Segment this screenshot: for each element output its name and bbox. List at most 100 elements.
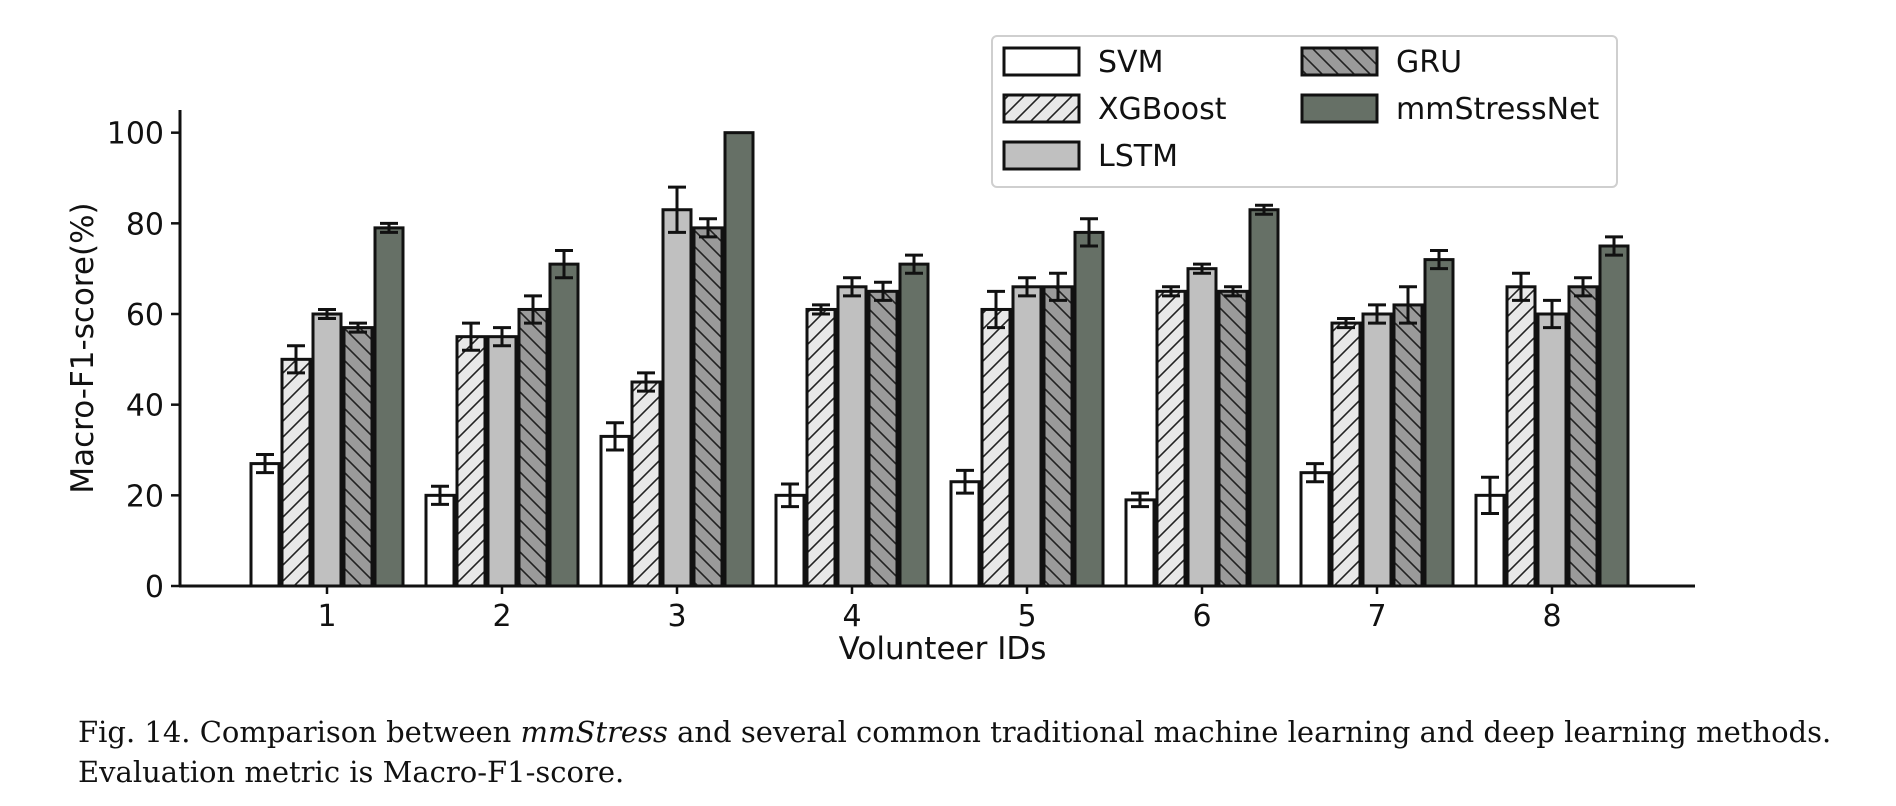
errorbar-xgboost-4 — [812, 303, 830, 316]
bar-gru-2 — [517, 307, 549, 588]
bar-gru-7 — [1392, 303, 1424, 588]
bar-xgboost-8 — [1505, 285, 1537, 588]
x-tick-label-6: 6 — [1192, 599, 1211, 634]
bar-svm-5 — [949, 480, 981, 588]
errorbar-gru-5 — [1049, 271, 1067, 302]
y-tick-label-100: 100 — [107, 117, 164, 152]
bar-mmstressnet-2 — [548, 262, 580, 588]
errorbar-lstm-5 — [1018, 276, 1036, 298]
errorbar-xgboost-8 — [1512, 271, 1530, 302]
bar-lstm-8 — [1536, 312, 1568, 588]
errorbar-lstm-1 — [318, 307, 336, 321]
legend-swatch-svm — [1002, 46, 1081, 77]
legend-item-svm: SVM — [1002, 45, 1163, 80]
errorbar-mmstressnet-7 — [1430, 249, 1448, 271]
bar-xgboost-7 — [1330, 321, 1362, 588]
errorbar-lstm-4 — [843, 276, 861, 298]
x-tick-label-3: 3 — [667, 599, 686, 634]
bar-gru-6 — [1217, 289, 1249, 588]
x-axis-label: Volunteer IDs — [839, 631, 1047, 667]
legend-label-svm: SVM — [1098, 45, 1163, 80]
bar-lstm-4 — [836, 285, 868, 588]
errorbar-mmstressnet-2 — [555, 249, 573, 280]
caption-emphasis: mmStress — [520, 715, 668, 749]
bar-lstm-5 — [1011, 285, 1043, 588]
legend-swatch-mmstressnet — [1300, 93, 1379, 124]
legend-item-mmstressnet: mmStressNet — [1300, 92, 1600, 127]
errorbar-lstm-7 — [1368, 303, 1386, 325]
bar-xgboost-1 — [280, 357, 312, 588]
bar-gru-4 — [867, 289, 899, 588]
caption-prefix: Fig. 14. Comparison between — [78, 715, 521, 749]
errorbar-svm-2 — [431, 484, 449, 506]
bar-lstm-3 — [661, 208, 693, 588]
bar-mmstressnet-6 — [1248, 208, 1280, 588]
errorbar-lstm-2 — [493, 326, 511, 348]
errorbar-xgboost-5 — [987, 289, 1005, 330]
bar-xgboost-2 — [455, 335, 487, 588]
caption-line2: Evaluation metric is Macro-F1-score. — [78, 755, 625, 789]
bar-xgboost-3 — [630, 380, 662, 588]
bar-mmstressnet-4 — [898, 262, 930, 588]
errorbar-svm-4 — [781, 482, 799, 509]
legend-swatch-xgboost — [1002, 93, 1081, 124]
bar-svm-4 — [774, 493, 806, 588]
bar-gru-1 — [342, 326, 374, 588]
legend-item-gru: GRU — [1300, 45, 1462, 80]
legend: SVM XGBoost LSTM GRU mmStressNet — [991, 35, 1618, 188]
x-tick-label-5: 5 — [1017, 599, 1036, 634]
errorbar-mmstressnet-6 — [1255, 203, 1273, 216]
errorbar-svm-7 — [1306, 462, 1324, 484]
x-tick-label-8: 8 — [1542, 599, 1561, 634]
errorbar-mmstressnet-8 — [1605, 235, 1623, 257]
bar-svm-7 — [1299, 471, 1331, 588]
errorbar-xgboost-1 — [287, 344, 305, 375]
y-tick-label-20: 20 — [126, 479, 164, 514]
legend-label-gru: GRU — [1396, 45, 1462, 80]
errorbar-gru-7 — [1399, 285, 1417, 325]
errorbar-mmstressnet-4 — [905, 253, 923, 275]
legend-swatch-lstm — [1002, 140, 1081, 171]
bar-lstm-1 — [311, 312, 343, 588]
y-axis-label: Macro-F1-score(%) — [65, 202, 101, 493]
bar-svm-1 — [249, 462, 281, 588]
x-tick-label-2: 2 — [492, 599, 511, 634]
bar-mmstressnet-8 — [1598, 244, 1630, 588]
errorbar-gru-1 — [349, 321, 367, 334]
legend-label-lstm: LSTM — [1098, 139, 1178, 174]
bar-xgboost-4 — [805, 307, 837, 588]
bar-mmstressnet-1 — [373, 226, 405, 588]
figure-caption: Fig. 14. Comparison between mmStress and… — [78, 712, 1878, 792]
errorbar-gru-3 — [699, 217, 717, 239]
bar-xgboost-6 — [1155, 289, 1187, 588]
bar-gru-3 — [692, 226, 724, 588]
bar-mmstressnet-3 — [723, 131, 755, 588]
errorbar-gru-6 — [1224, 285, 1242, 298]
bar-svm-6 — [1124, 498, 1156, 588]
legend-label-xgboost: XGBoost — [1098, 92, 1227, 127]
errorbar-svm-1 — [256, 453, 274, 475]
legend-item-lstm: LSTM — [1002, 139, 1178, 174]
bar-lstm-7 — [1361, 312, 1393, 588]
errorbar-svm-3 — [606, 421, 624, 452]
y-tick-label-0: 0 — [145, 570, 164, 605]
errorbar-lstm-6 — [1193, 262, 1211, 275]
plot-area — [249, 131, 1630, 588]
errorbar-gru-2 — [524, 294, 542, 325]
x-tick-label-1: 1 — [317, 599, 336, 634]
errorbar-xgboost-6 — [1162, 285, 1180, 298]
errorbar-svm-6 — [1131, 491, 1149, 509]
errorbar-mmstressnet-1 — [380, 221, 398, 234]
errorbar-svm-8 — [1481, 475, 1499, 515]
x-tick-label-7: 7 — [1367, 599, 1386, 634]
bar-svm-3 — [599, 434, 631, 588]
bar-gru-5 — [1042, 285, 1074, 588]
caption-suffix: and several common traditional machine l… — [667, 715, 1832, 749]
errorbar-xgboost-2 — [462, 321, 480, 352]
bar-lstm-2 — [486, 335, 518, 588]
legend-label-mmstressnet: mmStressNet — [1396, 92, 1600, 127]
errorbar-gru-4 — [874, 280, 892, 302]
bar-mmstressnet-7 — [1423, 258, 1455, 588]
errorbar-xgboost-3 — [637, 371, 655, 393]
